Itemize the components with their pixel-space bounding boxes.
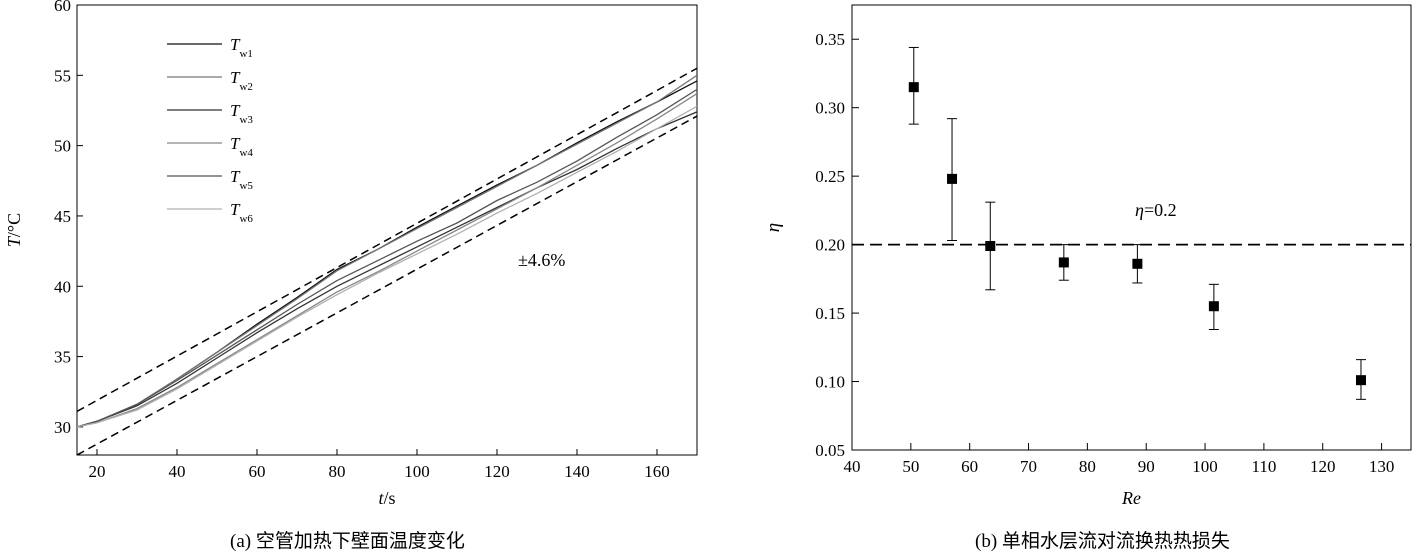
y-tick-label-b: 0.15 [815,304,845,323]
legend-label-sub: w5 [239,180,253,192]
x-tick-label-a: 160 [644,462,670,481]
reference-label-var: η [1135,200,1144,220]
y-tick-label-a: 50 [54,137,71,156]
series-line-tw4 [77,93,697,428]
x-tick-label-a: 100 [404,462,430,481]
legend-label-main: T [230,101,241,120]
y-tick-label-a: 35 [54,348,71,367]
y-axis-label-unit: /°C [4,213,24,237]
x-tick-label-b: 120 [1310,457,1336,476]
legend-label-main: T [230,68,241,87]
legend-label-tw5: Tw5 [230,167,253,192]
data-point-4 [1058,257,1069,268]
legend-label-sub: w2 [239,81,252,93]
x-axis-label-var: t [378,488,384,508]
y-tick-label-b: 0.20 [815,236,845,255]
legend-label-main: T [230,200,241,219]
reference-label: η=0.2 [1135,200,1177,220]
x-tick-label-b: 100 [1192,457,1218,476]
x-tick-label-a: 20 [89,462,106,481]
x-tick-label-b: 80 [1079,457,1096,476]
legend-label-tw3: Tw3 [230,101,253,126]
x-tick-label-a: 140 [564,462,590,481]
series-line-tw2 [77,74,697,428]
y-tick-label-a: 55 [54,66,71,85]
legend-label-main: T [230,167,241,186]
x-tick-label-b: 50 [902,457,919,476]
y-tick-label-b: 0.35 [815,30,845,49]
y-tick-label-b: 0.05 [815,441,845,460]
x-tick-label-a: 60 [249,462,266,481]
plot-frame-b [851,4,1412,451]
x-tick-label-b: 130 [1369,457,1395,476]
legend-label-tw1: Tw1 [230,35,253,60]
x-axis-label-b: Re [1121,488,1141,508]
legend-label-sub: w4 [239,147,253,159]
x-tick-label-b: 60 [961,457,978,476]
series-line-tw5 [77,88,697,428]
x-tick-label-a: 80 [329,462,346,481]
data-point-5 [1132,258,1143,269]
data-point-7 [1355,375,1366,386]
bound-line-1 [77,67,697,413]
x-tick-label-a: 120 [484,462,510,481]
x-tick-label-a: 40 [169,462,186,481]
bound-line-2 [77,115,697,455]
x-tick-label-b: 40 [844,457,861,476]
legend-label-tw6: Tw6 [230,200,253,225]
legend-label-sub: w1 [239,48,252,60]
series-line-tw1 [77,80,697,428]
data-point-3 [985,240,996,251]
caption-b: (b) 单相水层流对流换热热损失 [975,531,1230,552]
series-line-tw3 [77,111,697,428]
data-point-6 [1208,301,1219,312]
legend-label-tw4: Tw4 [230,134,253,159]
y-tick-label-a: 40 [54,277,71,296]
y-axis-label-var: T [4,235,24,247]
y-tick-label-a: 30 [54,418,71,437]
annotation-a: ±4.6% [518,250,565,270]
plot-frame-a [76,4,698,456]
data-point-1 [908,82,919,93]
x-axis-label-a: t/s [378,488,395,508]
y-tick-label-a: 45 [54,207,71,226]
x-tick-label-b: 90 [1138,457,1155,476]
legend-label-main: T [230,134,241,153]
x-axis-label-unit: /s [384,488,396,508]
legend-label-sub: w6 [239,213,253,225]
y-axis-label-a: T/°C [4,213,24,247]
legend-label-sub: w3 [239,114,253,126]
series-line-tw6 [77,105,697,428]
y-axis-label-b: η [763,223,784,232]
y-tick-label-b: 0.30 [815,99,845,118]
reference-label-value: =0.2 [1144,200,1177,220]
x-tick-label-b: 110 [1251,457,1276,476]
y-tick-label-b: 0.10 [815,373,845,392]
legend-label-tw2: Tw2 [230,68,253,93]
y-tick-label-b: 0.25 [815,167,845,186]
data-point-2 [947,173,958,184]
x-tick-label-b: 70 [1020,457,1037,476]
y-tick-label-a: 60 [54,0,71,15]
series-group-a [77,67,697,455]
caption-a: (a) 空管加热下壁面温度变化 [230,531,465,552]
legend-label-main: T [230,35,241,54]
